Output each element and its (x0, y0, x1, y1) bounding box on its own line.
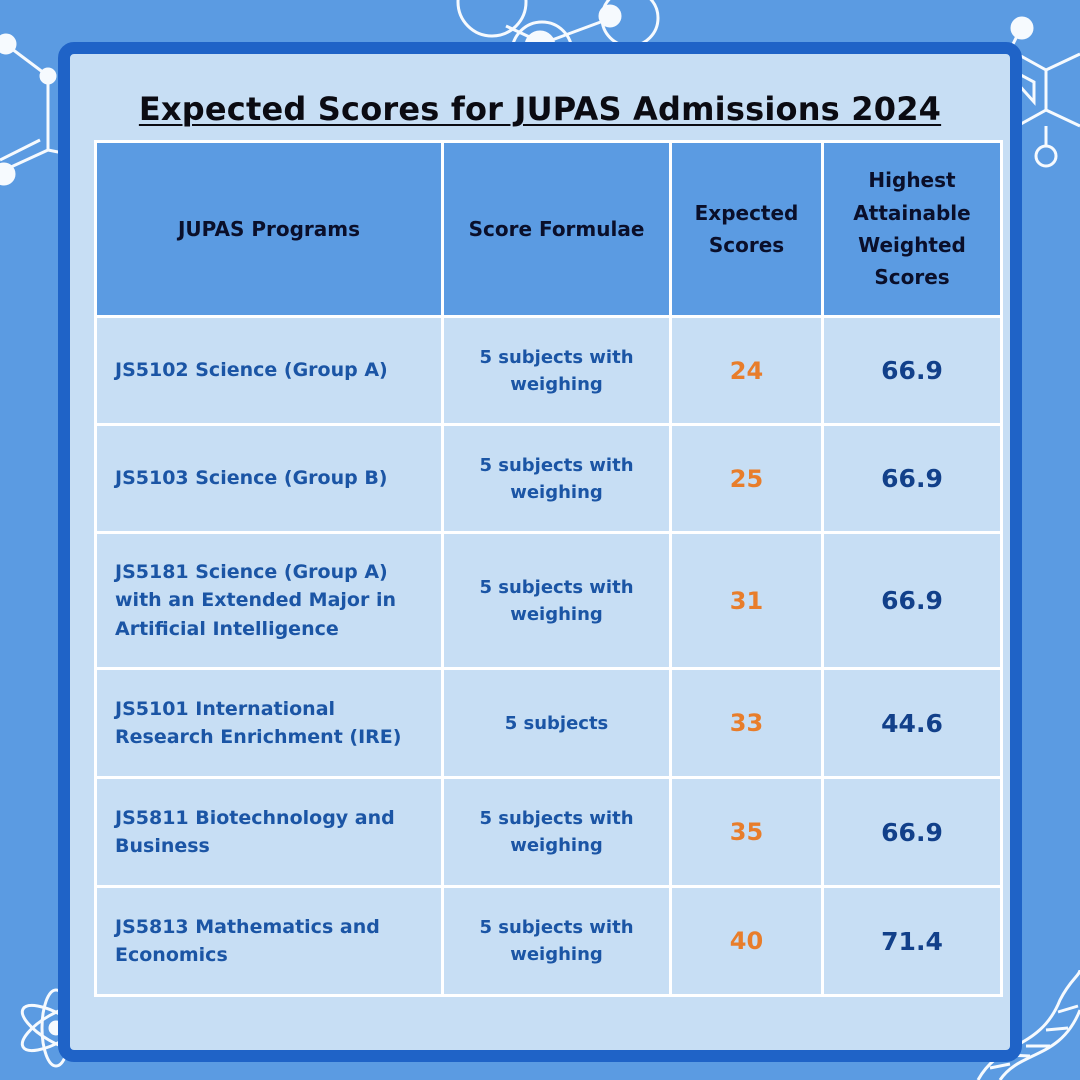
table-row: JS5102 Science (Group A) 5 subjects with… (94, 315, 1003, 426)
header-programs: JUPAS Programs (94, 140, 444, 318)
expected-score-cell: 31 (669, 531, 824, 670)
header-highest: Highest Attainable Weighted Scores (821, 140, 1003, 318)
program-cell: JS5101 International Research Enrichment… (94, 667, 444, 779)
formula-cell: 5 subjects (441, 667, 672, 779)
formula-cell: 5 subjects with weighing (441, 531, 672, 670)
table-row: JS5813 Mathematics and Economics 5 subje… (94, 885, 1003, 997)
expected-score-cell: 24 (669, 315, 824, 426)
program-cell: JS5813 Mathematics and Economics (94, 885, 444, 997)
expected-score-cell: 33 (669, 667, 824, 779)
table-row: JS5811 Biotechnology and Business 5 subj… (94, 776, 1003, 888)
formula-cell: 5 subjects with weighing (441, 315, 672, 426)
expected-score-cell: 35 (669, 776, 824, 888)
highest-score-cell: 66.9 (821, 531, 1003, 670)
formula-cell: 5 subjects with weighing (441, 423, 672, 534)
program-cell: JS5102 Science (Group A) (94, 315, 444, 426)
content-card: Expected Scores for JUPAS Admissions 202… (58, 42, 1022, 1062)
program-cell: JS5181 Science (Group A) with an Extende… (94, 531, 444, 670)
highest-score-cell: 44.6 (821, 667, 1003, 779)
program-cell: JS5103 Science (Group B) (94, 423, 444, 534)
highest-score-cell: 66.9 (821, 423, 1003, 534)
formula-cell: 5 subjects with weighing (441, 776, 672, 888)
highest-score-cell: 66.9 (821, 776, 1003, 888)
table-header-row: JUPAS Programs Score Formulae Expected S… (94, 140, 1003, 318)
highest-score-cell: 66.9 (821, 315, 1003, 426)
program-cell: JS5811 Biotechnology and Business (94, 776, 444, 888)
formula-cell: 5 subjects with weighing (441, 885, 672, 997)
table-row: JS5181 Science (Group A) with an Extende… (94, 531, 1003, 670)
highest-score-cell: 71.4 (821, 885, 1003, 997)
scores-table: JUPAS Programs Score Formulae Expected S… (94, 140, 1003, 997)
table-row: JS5101 International Research Enrichment… (94, 667, 1003, 779)
page-title: Expected Scores for JUPAS Admissions 202… (138, 90, 942, 128)
header-formulae: Score Formulae (441, 140, 672, 318)
expected-score-cell: 25 (669, 423, 824, 534)
table-row: JS5103 Science (Group B) 5 subjects with… (94, 423, 1003, 534)
header-expected: Expected Scores (669, 140, 824, 318)
expected-score-cell: 40 (669, 885, 824, 997)
